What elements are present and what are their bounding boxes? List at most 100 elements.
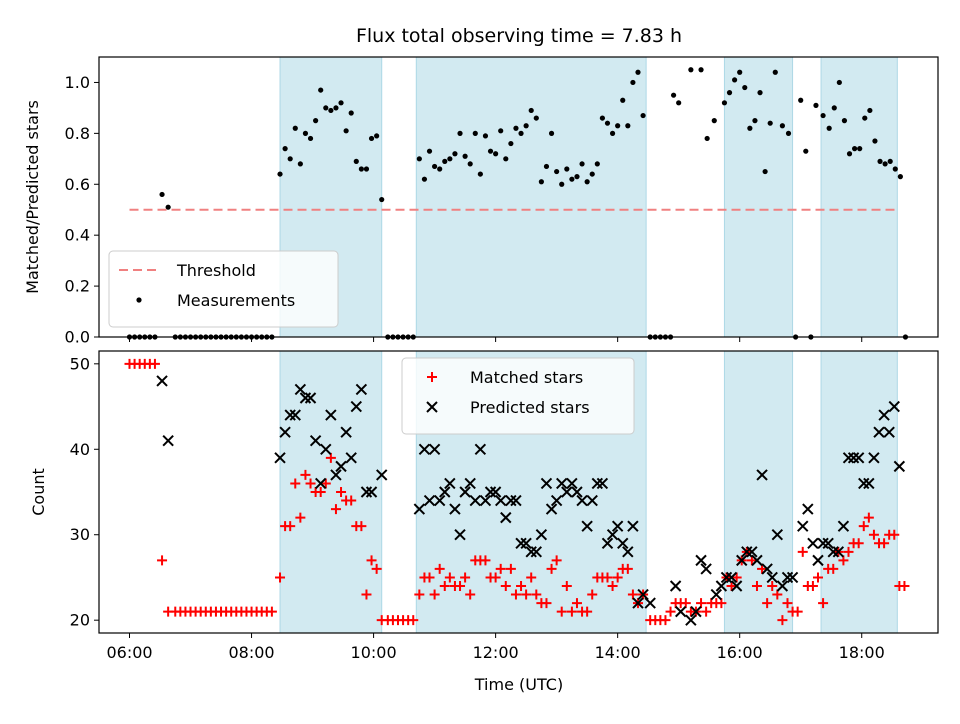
measurement-point bbox=[533, 115, 539, 121]
measurement-point bbox=[594, 161, 600, 167]
predicted-star-point bbox=[571, 486, 583, 498]
y-tick-label: 40 bbox=[70, 440, 90, 459]
predicted-star-point bbox=[454, 529, 466, 541]
measurement-point bbox=[472, 130, 478, 136]
matched-star-point bbox=[541, 598, 552, 609]
measurement-point bbox=[313, 118, 319, 124]
predicted-star-point bbox=[314, 477, 327, 490]
predicted-star-point bbox=[309, 435, 322, 447]
predicted-star-point bbox=[802, 503, 814, 515]
matched-star-point bbox=[838, 555, 849, 566]
legend-entry-label: Predicted stars bbox=[470, 398, 590, 417]
predicted-star-point bbox=[832, 546, 845, 558]
measurement-point bbox=[543, 163, 550, 170]
measurement-point bbox=[559, 181, 565, 187]
legend-entry-label: Threshold bbox=[176, 261, 256, 280]
predicted-star-point bbox=[355, 383, 368, 396]
y-tick-label: 0.2 bbox=[65, 277, 90, 296]
predicted-star-point bbox=[644, 597, 656, 609]
predicted-star-point bbox=[674, 605, 687, 618]
predicted-star-point bbox=[484, 486, 497, 498]
measurement-point bbox=[338, 100, 344, 106]
matched-star-point bbox=[505, 563, 516, 574]
predicted-star-point bbox=[520, 537, 532, 549]
measurement-point bbox=[721, 100, 728, 106]
measurement-point bbox=[368, 135, 375, 142]
y-tick-label: 0.4 bbox=[65, 226, 90, 245]
matched-star-point bbox=[566, 606, 577, 617]
measurement-point bbox=[737, 69, 743, 75]
predicted-star-point bbox=[279, 426, 291, 438]
matched-star-point bbox=[757, 563, 768, 574]
predicted-star-point bbox=[863, 477, 875, 490]
bottom-y-axis-label: Count bbox=[29, 468, 48, 516]
measurement-point bbox=[297, 161, 303, 167]
measurement-point bbox=[307, 135, 314, 142]
measurement-point bbox=[503, 156, 509, 162]
matched-star-point bbox=[315, 487, 326, 497]
matched-star-point bbox=[531, 589, 542, 600]
predicted-star-point bbox=[852, 452, 865, 464]
measurement-point bbox=[579, 161, 585, 167]
predicted-star-point bbox=[858, 477, 870, 490]
matched-star-point bbox=[777, 615, 788, 626]
measurement-point bbox=[426, 148, 433, 154]
matched-star-point bbox=[571, 598, 582, 609]
matched-star-point bbox=[889, 529, 900, 540]
measurement-point bbox=[785, 130, 792, 136]
predicted-star-point bbox=[474, 443, 487, 455]
legend-predicted-swatch bbox=[426, 401, 438, 413]
matched-star-point bbox=[330, 504, 341, 515]
predicted-star-point bbox=[741, 546, 753, 558]
matched-star-point bbox=[414, 589, 425, 600]
predicted-star-point bbox=[756, 469, 768, 481]
predicted-star-point bbox=[423, 494, 436, 507]
predicted-star-point bbox=[883, 426, 895, 438]
measurement-point bbox=[554, 168, 560, 175]
predicted-star-point bbox=[827, 546, 839, 558]
predicted-star-point bbox=[413, 503, 426, 515]
matched-star-point bbox=[305, 478, 316, 489]
measurement-point bbox=[302, 130, 309, 136]
matched-star-point bbox=[858, 521, 869, 532]
predicted-star-point bbox=[540, 477, 553, 490]
x-tick-label: 06:00 bbox=[106, 643, 152, 662]
measurement-point bbox=[732, 77, 738, 83]
predicted-star-point bbox=[632, 597, 644, 609]
measurement-point bbox=[374, 133, 380, 139]
x-tick-label: 08:00 bbox=[228, 643, 274, 662]
matched-star-point bbox=[797, 546, 808, 557]
predicted-star-point bbox=[566, 477, 578, 490]
matched-star-point bbox=[762, 598, 773, 609]
matched-star-point bbox=[772, 589, 783, 600]
measurement-point bbox=[820, 112, 826, 119]
matched-star-point bbox=[726, 581, 737, 591]
measurement-point bbox=[630, 79, 636, 86]
matched-star-point bbox=[266, 606, 277, 617]
measurement-point bbox=[508, 140, 514, 147]
matched-star-point bbox=[701, 606, 712, 617]
predicted-star-point bbox=[330, 469, 342, 481]
measurement-point bbox=[452, 151, 458, 157]
predicted-star-point bbox=[510, 494, 522, 507]
matched-star-point bbox=[521, 589, 532, 600]
measurement-point bbox=[846, 151, 853, 157]
measurement-point bbox=[857, 146, 863, 152]
y-tick-label: 0.8 bbox=[65, 124, 90, 143]
measurement-point bbox=[867, 107, 873, 114]
matched-star-point bbox=[516, 581, 527, 591]
measurement-point bbox=[747, 125, 753, 131]
matched-star-point bbox=[455, 581, 466, 591]
matched-star-point bbox=[660, 615, 671, 626]
measurement-point bbox=[328, 107, 334, 114]
predicted-star-point bbox=[596, 477, 609, 490]
matched-star-point bbox=[546, 563, 557, 574]
predicted-star-point bbox=[837, 520, 850, 532]
matched-star-point bbox=[325, 452, 336, 463]
predicted-star-point bbox=[345, 452, 357, 464]
y-tick-label: 30 bbox=[70, 525, 90, 544]
predicted-star-point bbox=[515, 537, 527, 549]
matched-star-point bbox=[285, 521, 296, 532]
y-tick-label: 0.0 bbox=[65, 328, 90, 347]
measurement-point bbox=[421, 176, 428, 182]
